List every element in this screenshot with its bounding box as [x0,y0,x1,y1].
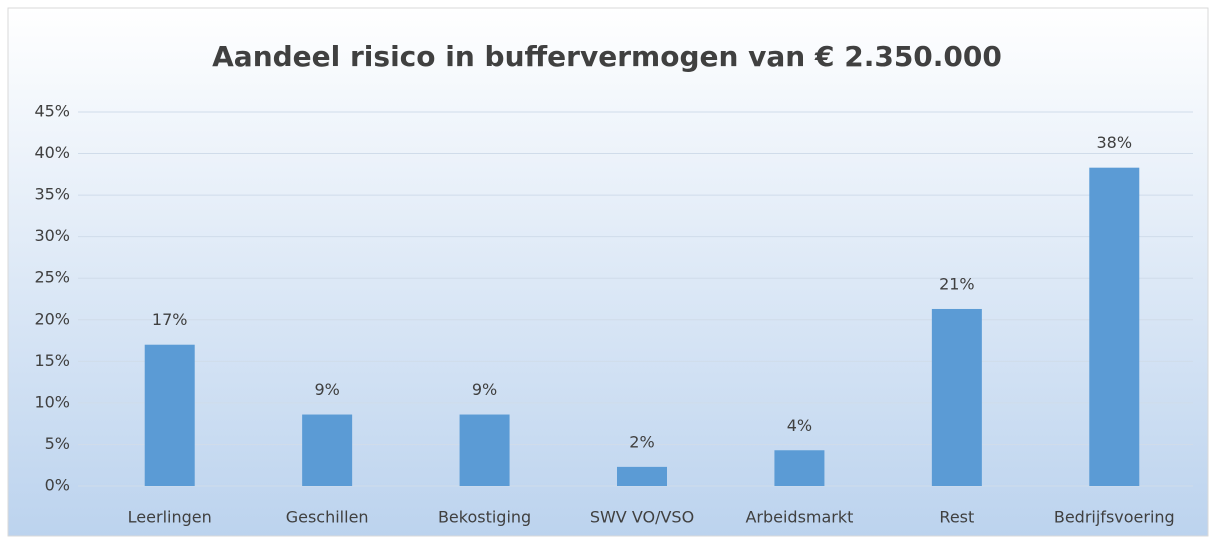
y-tick-label: 20% [34,309,70,328]
chart-background [7,7,1209,537]
bar [1089,167,1140,486]
data-label: 21% [939,274,975,293]
y-tick-label: 0% [45,476,70,495]
bar [774,450,825,486]
x-tick-label: Geschillen [286,508,369,527]
bar [617,466,667,486]
y-tick-label: 35% [34,185,70,204]
y-tick-label: 25% [34,268,70,287]
y-tick-label: 40% [34,143,70,162]
data-label: 2% [629,432,654,451]
bar [144,344,195,486]
x-tick-label: Arbeidsmarkt [745,508,853,527]
y-tick-label: 15% [34,351,70,370]
x-tick-label: Bedrijfsvoering [1054,508,1175,527]
x-tick-label: Rest [939,508,974,527]
bar [302,414,353,486]
x-tick-label: Bekostiging [438,508,531,527]
data-label: 9% [314,380,339,399]
chart-title: Aandeel risico in buffervermogen van € 2… [212,40,1002,73]
y-tick-label: 10% [34,392,70,411]
y-tick-label: 30% [34,226,70,245]
y-tick-label: 5% [45,434,70,453]
data-label: 38% [1097,133,1133,152]
x-tick-label: SWV VO/VSO [590,508,694,527]
x-tick-label: Leerlingen [128,508,212,527]
bar [931,308,982,486]
y-tick-label: 45% [34,102,70,121]
data-label: 9% [472,380,497,399]
bar [459,414,510,486]
data-label: 17% [152,310,188,329]
data-label: 4% [787,416,812,435]
